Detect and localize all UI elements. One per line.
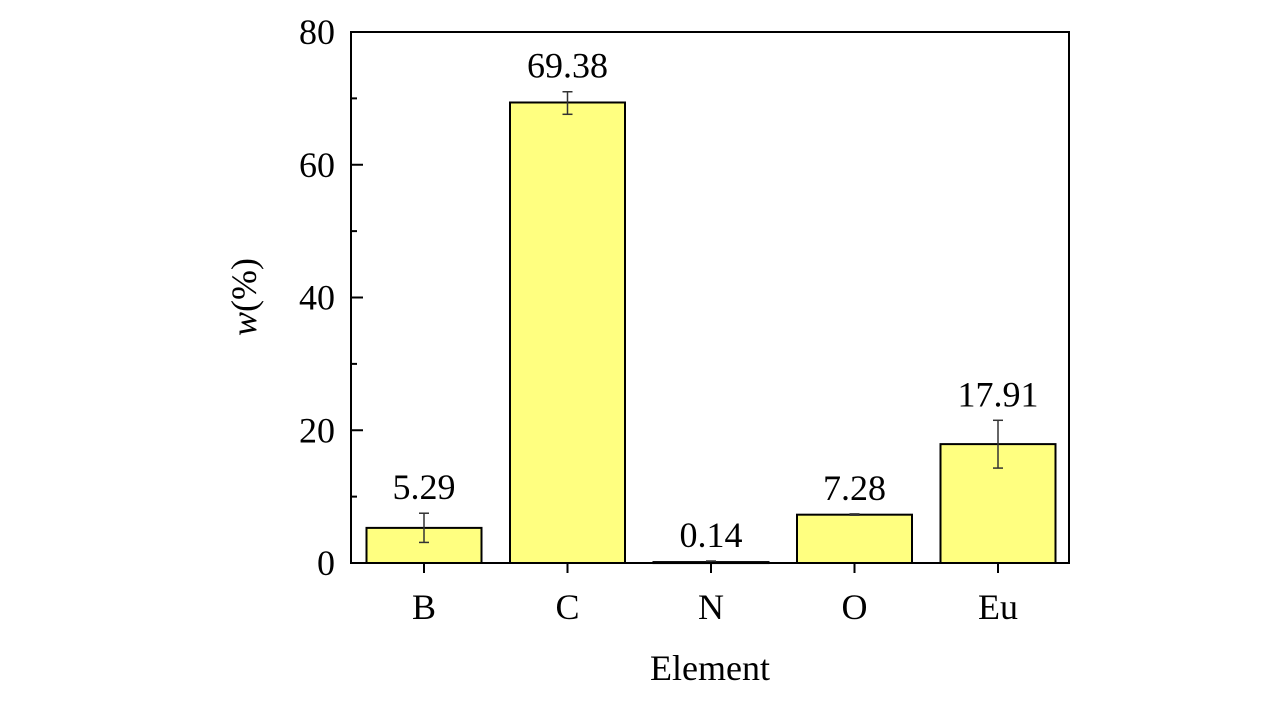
y-tick-label: 40	[299, 278, 335, 318]
x-tick-label-o: O	[842, 587, 868, 627]
value-label-eu: 17.91	[958, 374, 1039, 414]
x-tick-label-b: B	[412, 587, 436, 627]
error-bar-eu	[993, 419, 1003, 469]
y-axis: 0 20 40 60 80	[299, 12, 363, 583]
x-tick-label-c: C	[555, 587, 579, 627]
x-axis-title: Element	[650, 648, 770, 688]
y-axis-title: w(%)	[224, 258, 264, 336]
bars-layer	[365, 101, 1057, 565]
y-tick-label: 80	[299, 12, 335, 52]
bar-c	[509, 101, 626, 564]
error-bar-o	[849, 513, 860, 516]
value-label-b: 5.29	[393, 467, 456, 507]
x-tick-label-eu: Eu	[978, 587, 1018, 627]
error-bar-c	[562, 90, 573, 116]
y-tick-label: 60	[299, 145, 335, 185]
value-label-n: 0.14	[680, 515, 743, 555]
x-axis: B C N O Eu	[412, 563, 1018, 627]
value-labels: 5.29 69.38 0.14 7.28 17.91	[393, 46, 1039, 555]
y-tick-label: 20	[299, 410, 335, 450]
value-label-c: 69.38	[527, 46, 608, 86]
x-tick-label-n: N	[698, 587, 724, 627]
value-label-o: 7.28	[823, 468, 886, 508]
y-axis-title-symbol: w	[224, 312, 264, 336]
error-bar-b	[419, 512, 429, 544]
y-tick-label: 0	[317, 543, 335, 583]
y-axis-title-unit: (%)	[224, 258, 264, 312]
bar-o	[796, 513, 913, 565]
error-bars-layer	[419, 90, 1003, 564]
